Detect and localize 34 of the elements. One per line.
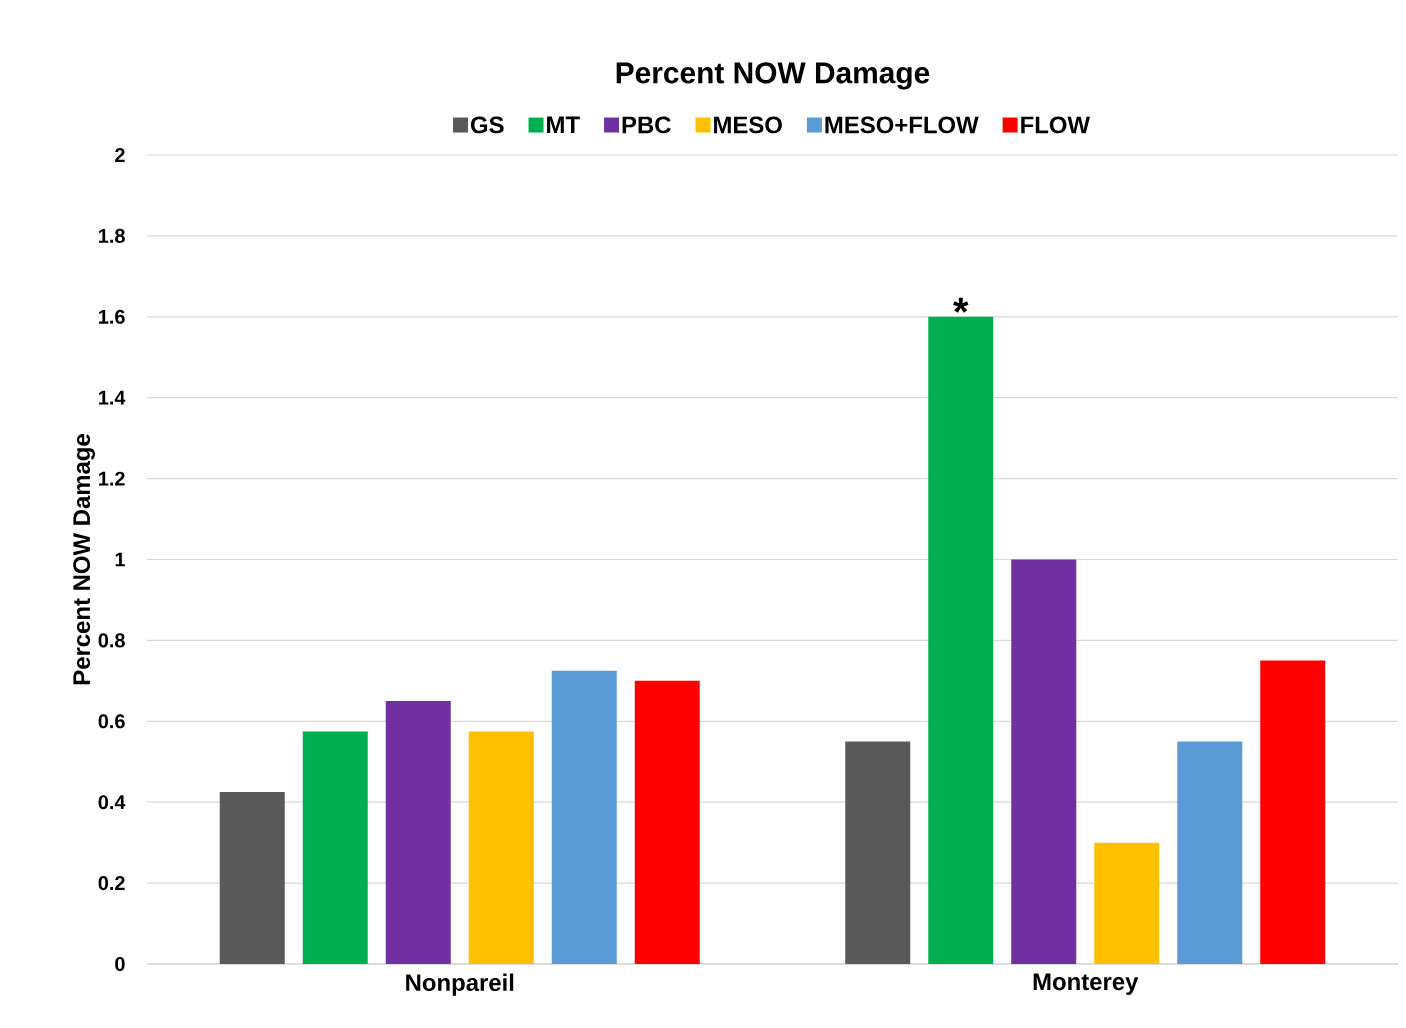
legend-label: MESO — [714, 116, 782, 134]
legend-label: MESO+FLOW — [825, 116, 979, 134]
y-tick-label: 0.4 — [98, 795, 126, 810]
legend-label: MT — [547, 116, 580, 133]
y-tick-label: 0.8 — [98, 633, 125, 648]
bar — [219, 792, 285, 964]
bar — [845, 741, 911, 964]
y-axis-title: Percent NOW Damage — [73, 434, 95, 685]
chart-title: Percent NOW Damage — [616, 62, 930, 90]
bar — [385, 701, 451, 964]
x-tick-label: Nonpareil — [406, 973, 514, 996]
bar — [928, 316, 994, 964]
bar — [551, 670, 617, 964]
legend-label: FLOW — [1021, 116, 1090, 134]
annotation: * — [953, 297, 969, 313]
bar — [1177, 741, 1243, 964]
y-tick-label: 1 — [115, 552, 125, 567]
y-tick-label: 1.2 — [99, 471, 125, 486]
y-tick-label: 1.8 — [99, 228, 125, 243]
legend-label: PBC — [622, 116, 671, 134]
bar — [1094, 842, 1160, 964]
y-tick-label: 0.2 — [98, 876, 125, 891]
y-tick-label: 0 — [115, 956, 125, 972]
y-tick-label: 1.4 — [99, 390, 126, 405]
bar — [468, 731, 534, 964]
y-tick-label: 2 — [115, 148, 125, 162]
bar — [302, 731, 368, 964]
y-tick-label: 0.6 — [98, 714, 125, 729]
y-tick-label: 1.6 — [99, 309, 125, 324]
legend-label: GS — [470, 116, 504, 134]
bar — [634, 680, 700, 964]
bar — [1011, 559, 1077, 964]
x-tick-label: Monterey — [1033, 973, 1139, 995]
bar — [1260, 660, 1326, 964]
